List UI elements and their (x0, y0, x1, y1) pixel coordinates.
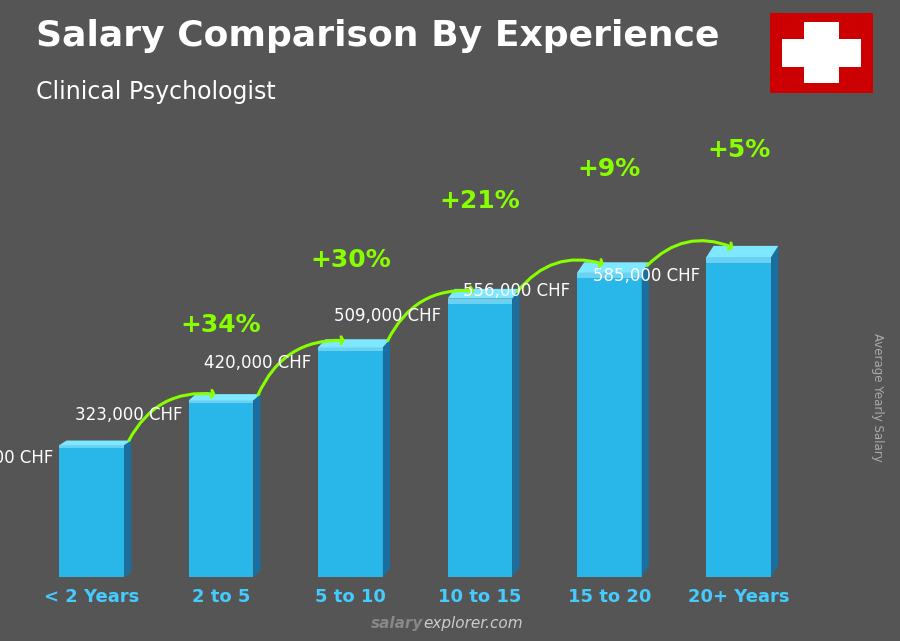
Polygon shape (319, 347, 382, 351)
Text: salary: salary (371, 617, 423, 631)
Text: 509,000 CHF: 509,000 CHF (334, 307, 441, 325)
Text: 420,000 CHF: 420,000 CHF (204, 354, 311, 372)
Text: +9%: +9% (578, 158, 641, 181)
Polygon shape (59, 440, 131, 445)
Polygon shape (189, 394, 261, 400)
Polygon shape (189, 400, 254, 403)
Polygon shape (319, 347, 382, 577)
Text: 556,000 CHF: 556,000 CHF (464, 282, 571, 300)
Bar (782, 39, 860, 67)
Polygon shape (59, 445, 124, 447)
Polygon shape (706, 246, 778, 257)
Polygon shape (59, 445, 124, 577)
Polygon shape (577, 273, 642, 278)
Polygon shape (577, 262, 649, 273)
Polygon shape (706, 257, 771, 577)
Polygon shape (189, 400, 254, 577)
Text: +30%: +30% (310, 248, 391, 272)
Text: +21%: +21% (439, 189, 520, 213)
Polygon shape (447, 299, 512, 577)
Polygon shape (319, 339, 390, 347)
Text: 241,000 CHF: 241,000 CHF (0, 449, 53, 467)
Text: Salary Comparison By Experience: Salary Comparison By Experience (36, 19, 719, 53)
Polygon shape (124, 440, 131, 577)
Polygon shape (771, 246, 778, 577)
Polygon shape (577, 273, 642, 577)
Text: explorer.com: explorer.com (423, 617, 523, 631)
Text: 585,000 CHF: 585,000 CHF (593, 267, 700, 285)
Polygon shape (706, 257, 771, 263)
Text: +5%: +5% (707, 138, 770, 162)
Polygon shape (642, 262, 649, 577)
Polygon shape (447, 289, 519, 299)
Text: 323,000 CHF: 323,000 CHF (75, 406, 183, 424)
Polygon shape (447, 299, 512, 304)
Text: +34%: +34% (181, 313, 261, 337)
Bar (804, 22, 839, 83)
Polygon shape (512, 289, 519, 577)
Text: Clinical Psychologist: Clinical Psychologist (36, 80, 275, 104)
Polygon shape (254, 394, 261, 577)
Polygon shape (382, 339, 390, 577)
Text: Average Yearly Salary: Average Yearly Salary (871, 333, 884, 462)
